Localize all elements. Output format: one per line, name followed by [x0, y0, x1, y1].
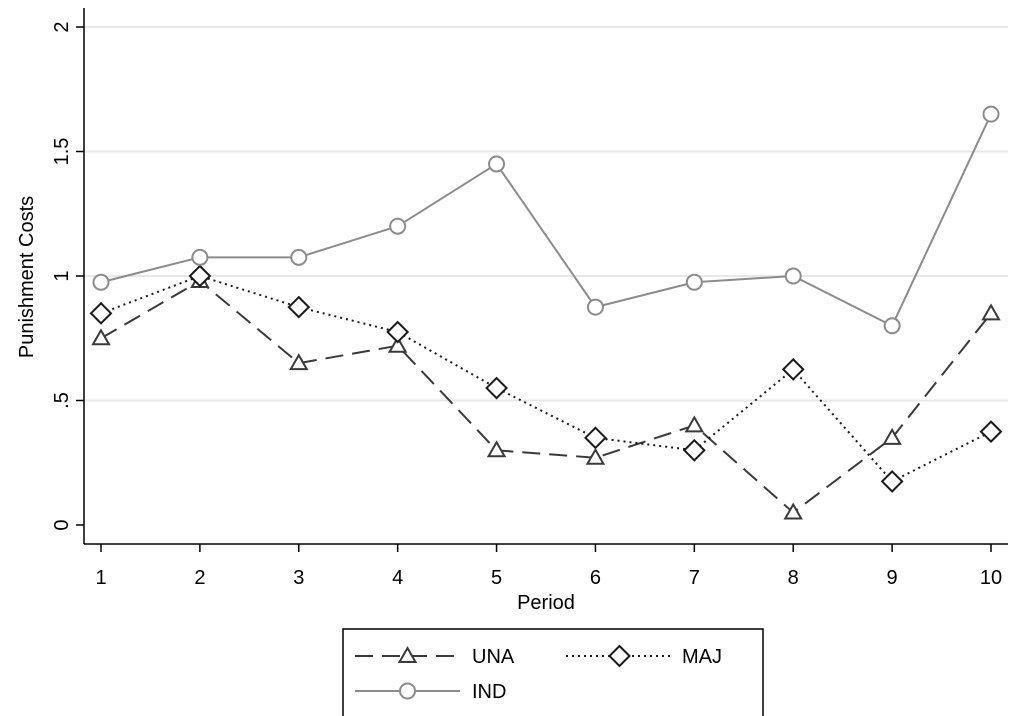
gridlines — [84, 26, 1008, 402]
data-point-ind — [92, 273, 110, 291]
data-point-una — [981, 303, 1001, 321]
x-axis-title: Period — [517, 592, 575, 614]
series-line-maj — [100, 275, 992, 483]
legend-box — [342, 628, 764, 716]
series-una — [91, 270, 1001, 520]
y-tick-label: 0 — [51, 519, 73, 530]
data-point-ind — [685, 273, 703, 291]
x-tick-label: 10 — [980, 567, 1002, 589]
legend-marker-una — [397, 645, 418, 663]
data-point-maj — [485, 376, 508, 400]
data-point-una — [91, 328, 111, 346]
y-tick-label: 1 — [51, 270, 73, 281]
data-point-maj — [287, 295, 311, 319]
data-point-ind — [883, 317, 901, 335]
series-line-una — [100, 279, 992, 514]
x-tick-label: 1 — [95, 567, 106, 589]
data-point-una — [585, 447, 606, 465]
data-point-maj — [89, 301, 113, 325]
x-tick-label: 9 — [887, 567, 898, 589]
data-point-maj — [979, 420, 1003, 444]
y-tick-label: .5 — [51, 392, 73, 409]
axes: 0 .5 1 1.5 2 1 2 3 4 5 6 7 8 9 10 — [51, 8, 1008, 589]
data-point-una — [783, 502, 803, 520]
legend-marker-ind — [399, 682, 416, 700]
x-tick-label: 7 — [689, 567, 700, 589]
data-point-una — [289, 353, 309, 371]
data-point-una — [387, 335, 408, 353]
data-point-maj — [584, 426, 607, 450]
legend-item-una: UNA — [355, 645, 515, 668]
series-maj — [89, 264, 1003, 493]
x-tick-label: 4 — [392, 567, 403, 589]
data-point-maj — [880, 470, 904, 493]
x-tick-label: 2 — [194, 567, 205, 589]
legend-item-maj: MAJ — [566, 644, 722, 668]
x-tick-label: 3 — [293, 567, 304, 589]
data-point-ind — [586, 298, 604, 316]
legend-label-una: UNA — [472, 646, 515, 668]
data-point-una — [882, 427, 902, 445]
y-tick-label: 2 — [51, 21, 73, 32]
legend: UNA MAJ IND — [342, 628, 764, 716]
data-point-ind — [784, 267, 802, 285]
x-tick-label: 5 — [491, 567, 502, 589]
data-point-ind — [191, 248, 209, 266]
data-point-maj — [188, 264, 212, 288]
legend-label-maj: MAJ — [682, 646, 722, 668]
y-tick-label: 1.5 — [51, 138, 73, 166]
data-point-ind — [389, 217, 407, 235]
data-point-una — [486, 440, 507, 458]
series-layer — [89, 105, 1003, 520]
data-point-maj — [781, 357, 805, 381]
legend-item-ind: IND — [355, 681, 506, 703]
x-tick-label: 6 — [590, 567, 601, 589]
y-axis-title: Punishment Costs — [16, 196, 38, 358]
legend-marker-maj — [608, 644, 631, 668]
x-tick-label: 8 — [788, 567, 799, 589]
data-point-maj — [386, 320, 410, 344]
data-point-ind — [290, 248, 308, 266]
legend-label-ind: IND — [472, 681, 506, 703]
data-point-ind — [982, 105, 1000, 123]
series-line-ind — [100, 113, 992, 327]
series-ind — [92, 105, 1000, 335]
data-point-maj — [682, 438, 706, 462]
data-point-ind — [488, 155, 506, 173]
data-point-una — [684, 415, 705, 433]
